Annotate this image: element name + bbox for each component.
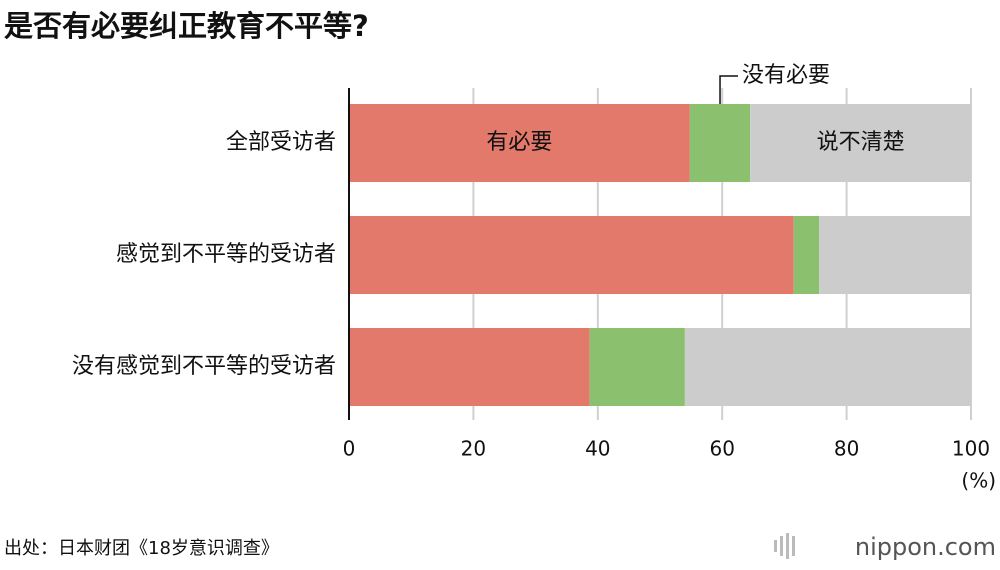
y-tick-label: 没有感觉到不平等的受访者 <box>72 354 336 379</box>
bar-segment <box>349 328 590 406</box>
x-tick-label: 20 <box>461 437 486 461</box>
x-tick-label: 80 <box>834 437 859 461</box>
x-unit: (%) <box>961 469 996 493</box>
source: 出处：日本财团《18岁意识调查》 <box>4 538 279 559</box>
x-tick-label: 60 <box>709 437 734 461</box>
logo-mark <box>774 533 795 559</box>
bar-segment <box>819 216 971 294</box>
chart-title: 是否有必要纠正教育不平等? <box>4 9 369 43</box>
bar-segment <box>349 216 794 294</box>
x-tick-label: 0 <box>343 437 356 461</box>
bar-segment <box>589 328 685 406</box>
bar-segment <box>689 104 751 182</box>
y-tick-label: 感觉到不平等的受访者 <box>116 242 336 267</box>
series-label: 有必要 <box>486 130 552 155</box>
label-leader <box>719 75 738 104</box>
x-tick-label: 100 <box>952 437 990 461</box>
logo: nippon.com <box>855 533 996 561</box>
bar-segment <box>750 104 971 182</box>
x-tick-label: 40 <box>585 437 610 461</box>
bar-segment <box>349 104 690 182</box>
series-label: 没有必要 <box>742 63 830 88</box>
series-label: 说不清楚 <box>817 130 905 155</box>
bar-segment <box>684 328 971 406</box>
y-tick-label: 全部受访者 <box>226 130 336 155</box>
bar-segment <box>793 216 820 294</box>
